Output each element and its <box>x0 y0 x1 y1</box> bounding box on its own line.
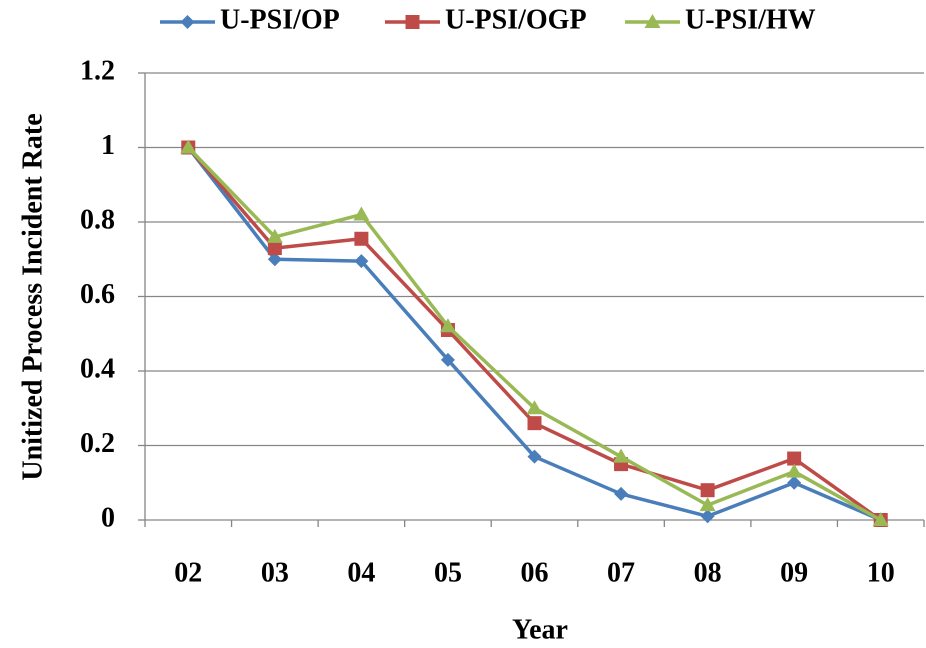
data-point <box>180 139 197 154</box>
data-point <box>267 252 282 267</box>
legend-label: U-PSI/HW <box>685 4 816 35</box>
x-tick-label: 09 <box>780 557 808 588</box>
data-point <box>700 509 715 524</box>
data-point <box>526 400 543 415</box>
legend-marker <box>644 14 661 28</box>
y-tick-label: 0.2 <box>80 428 115 459</box>
y-tick-label: 1 <box>101 130 115 161</box>
data-point <box>614 486 629 501</box>
x-tick-label: 06 <box>521 557 549 588</box>
y-tick-label: 1.2 <box>80 55 115 86</box>
data-point <box>440 352 455 367</box>
x-tick-label: 02 <box>174 557 202 588</box>
legend-marker <box>180 15 195 29</box>
data-point <box>439 318 456 333</box>
data-point <box>527 416 542 431</box>
y-axis-title: Unitized Process Incident Rate <box>17 113 48 480</box>
data-point <box>613 448 630 463</box>
data-point <box>786 463 803 478</box>
y-tick-label: 0.4 <box>80 353 115 384</box>
data-point <box>266 228 283 243</box>
data-point <box>267 241 282 256</box>
data-point <box>353 206 370 221</box>
y-tick-label: 0 <box>101 502 115 533</box>
legend-label: U-PSI/OGP <box>445 4 587 35</box>
data-point <box>787 451 802 466</box>
data-point <box>354 231 369 246</box>
y-tick-label: 0.6 <box>80 279 115 310</box>
x-axis-title: Year <box>512 614 568 645</box>
data-point <box>787 475 802 490</box>
x-tick-label: 05 <box>434 557 462 588</box>
x-tick-label: 04 <box>347 557 375 588</box>
x-tick-label: 10 <box>867 557 895 588</box>
y-tick-label: 0.8 <box>80 204 115 235</box>
data-point <box>527 449 542 464</box>
legend-marker <box>405 15 420 29</box>
series-line <box>186 146 882 522</box>
x-tick-label: 03 <box>261 557 289 588</box>
data-point <box>699 497 716 512</box>
legend-label: U-PSI/OP <box>220 4 340 35</box>
x-tick-label: 07 <box>607 557 635 588</box>
x-tick-label: 08 <box>694 557 722 588</box>
data-point <box>700 483 715 498</box>
data-point <box>872 512 889 526</box>
data-point <box>354 254 369 269</box>
